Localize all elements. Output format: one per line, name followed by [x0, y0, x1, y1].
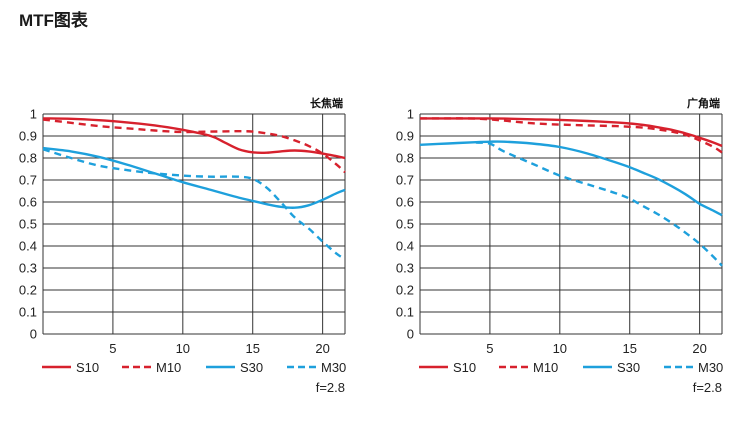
x-tick-label: 20 [692, 341, 706, 356]
page-title: MTF图表 [19, 11, 88, 30]
y-tick-label: 0.7 [19, 173, 37, 188]
x-tick-label: 5 [109, 341, 116, 356]
y-tick-label: 0.1 [396, 305, 414, 320]
legend-label-m10: M10 [533, 360, 558, 375]
y-tick-label: 0.1 [19, 305, 37, 320]
legend-label-s30: S30 [617, 360, 640, 375]
series-line-m30 [475, 141, 723, 267]
y-tick-label: 0.2 [396, 283, 414, 298]
y-tick-label: 1 [30, 107, 37, 122]
y-tick-label: 0.7 [396, 173, 414, 188]
chart-title-telephoto: 长焦端 [310, 96, 343, 110]
y-tick-label: 0.3 [19, 261, 37, 276]
legend-label-m30: M30 [321, 360, 346, 375]
chart-title-wide: 广角端 [687, 96, 720, 110]
series-line-s30 [419, 140, 723, 217]
series-line-s30 [42, 146, 346, 209]
y-tick-label: 0.8 [396, 151, 414, 166]
y-tick-label: 0.4 [396, 239, 414, 254]
aperture-note: f=2.8 [316, 380, 345, 395]
aperture-note: f=2.8 [693, 380, 722, 395]
x-tick-label: 10 [176, 341, 190, 356]
legend-label-s10: S10 [76, 360, 99, 375]
y-tick-label: 0.4 [19, 239, 37, 254]
x-tick-label: 10 [553, 341, 567, 356]
y-tick-label: 0.3 [396, 261, 414, 276]
y-tick-label: 0 [30, 327, 37, 342]
series-line-s10 [419, 117, 723, 148]
series-line-m10 [419, 117, 723, 154]
legend-label-m10: M10 [156, 360, 181, 375]
y-tick-label: 0.6 [396, 195, 414, 210]
y-tick-label: 0.8 [19, 151, 37, 166]
x-tick-label: 15 [245, 341, 259, 356]
y-tick-label: 0.5 [396, 217, 414, 232]
x-tick-label: 15 [622, 341, 636, 356]
legend-label-s30: S30 [240, 360, 263, 375]
series-line-m10 [42, 118, 346, 174]
x-tick-label: 20 [315, 341, 329, 356]
y-tick-label: 0 [407, 327, 414, 342]
x-tick-label: 5 [486, 341, 493, 356]
y-tick-label: 1 [407, 107, 414, 122]
series-line-s10 [42, 117, 346, 160]
y-tick-label: 0.6 [19, 195, 37, 210]
y-tick-label: 0.5 [19, 217, 37, 232]
y-tick-label: 0.9 [19, 129, 37, 144]
series-line-m30 [42, 148, 346, 261]
legend-label-m30: M30 [698, 360, 723, 375]
y-tick-label: 0.9 [396, 129, 414, 144]
legend-label-s10: S10 [453, 360, 476, 375]
y-tick-label: 0.2 [19, 283, 37, 298]
